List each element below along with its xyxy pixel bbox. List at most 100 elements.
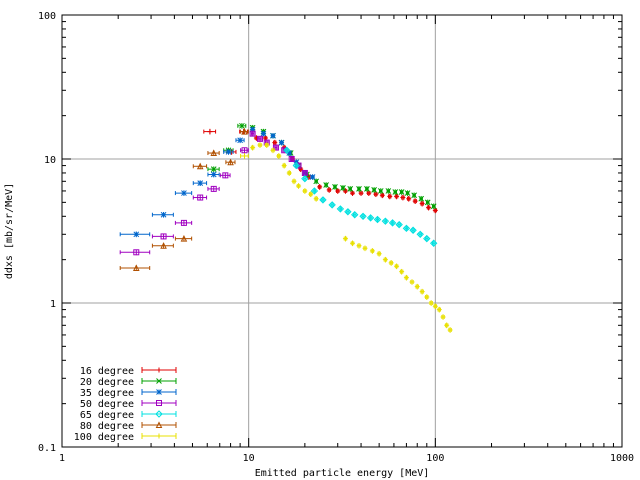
data-marker	[356, 186, 362, 192]
data-marker	[256, 135, 263, 142]
data-marker	[432, 207, 438, 213]
data-marker	[326, 187, 332, 193]
data-marker	[332, 184, 338, 190]
data-marker	[406, 196, 412, 202]
x-axis-label: Emitted particle energy [MeV]	[255, 468, 430, 479]
data-marker	[432, 303, 438, 309]
y-tick-label: 0.1	[38, 443, 56, 454]
data-marker	[385, 188, 392, 194]
data-marker	[424, 199, 431, 206]
data-marker	[444, 322, 450, 328]
series	[283, 146, 438, 247]
data-marker	[156, 389, 162, 395]
data-marker	[156, 433, 162, 439]
data-marker	[414, 284, 420, 290]
data-marker	[249, 126, 256, 133]
data-marker	[270, 147, 276, 153]
data-marker	[409, 226, 417, 234]
data-marker	[132, 264, 140, 272]
data-marker	[210, 149, 218, 157]
data-marker	[260, 130, 267, 137]
series	[119, 127, 249, 272]
data-marker	[264, 142, 270, 148]
data-marker	[335, 188, 341, 194]
data-marker	[160, 242, 167, 249]
data-marker	[133, 249, 140, 256]
data-marker	[336, 205, 345, 213]
data-marker	[340, 185, 346, 191]
data-marker	[133, 231, 140, 238]
legend-label: 20 degree	[80, 377, 134, 388]
data-marker	[281, 163, 287, 169]
data-marker	[323, 182, 329, 188]
data-marker	[292, 161, 301, 170]
data-marker	[419, 201, 425, 207]
data-marker	[423, 234, 431, 243]
data-marker	[309, 174, 316, 180]
data-marker	[241, 147, 248, 154]
data-marker	[373, 191, 379, 197]
data-marker	[426, 205, 432, 211]
data-marker	[416, 230, 424, 239]
x-tick-label: 10	[243, 453, 255, 464]
data-marker	[394, 193, 400, 199]
data-marker	[225, 149, 232, 155]
data-marker	[347, 186, 354, 192]
data-marker	[403, 275, 409, 281]
data-marker	[351, 211, 359, 219]
data-marker	[428, 300, 434, 306]
data-marker	[222, 172, 229, 179]
y-axis-label: ddxs [mb/sr/MeV]	[4, 183, 15, 279]
data-marker	[412, 198, 418, 204]
data-marker	[257, 142, 263, 148]
data-marker	[392, 189, 399, 195]
data-marker	[291, 178, 297, 184]
data-marker	[447, 327, 453, 333]
data-marker	[379, 192, 385, 198]
legend-label: 16 degree	[80, 366, 134, 377]
data-marker	[210, 171, 217, 178]
series	[240, 142, 453, 333]
data-marker	[250, 145, 256, 151]
data-marker	[356, 243, 362, 249]
data-marker	[181, 190, 187, 196]
legend-label: 65 degree	[80, 410, 134, 421]
data-marker	[160, 211, 167, 218]
data-marker	[388, 260, 394, 266]
y-tick-label: 1	[50, 299, 56, 310]
data-marker	[210, 185, 217, 192]
x-tick-label: 100	[426, 453, 444, 464]
legend-label: 35 degree	[80, 388, 134, 399]
data-marker	[242, 153, 248, 159]
data-marker	[180, 219, 187, 226]
legend-label: 100 degree	[74, 432, 134, 443]
data-marker	[430, 203, 437, 210]
data-marker	[288, 156, 295, 162]
data-marker	[237, 137, 243, 144]
data-marker	[342, 236, 348, 242]
data-marker	[286, 170, 292, 176]
data-marker	[239, 122, 245, 129]
data-marker	[395, 220, 403, 229]
data-marker	[376, 251, 382, 257]
data-marker	[313, 178, 320, 185]
data-marker	[440, 314, 446, 320]
data-marker	[313, 196, 319, 202]
data-marker	[270, 132, 276, 139]
data-marker	[381, 217, 390, 225]
data-marker	[402, 224, 411, 233]
data-marker	[160, 233, 167, 240]
data-marker	[328, 201, 336, 209]
data-marker	[411, 192, 417, 199]
data-marker	[155, 410, 163, 418]
data-marker	[156, 367, 162, 373]
x-tick-label: 1000	[610, 453, 634, 464]
data-marker	[419, 289, 425, 295]
data-marker	[436, 307, 442, 313]
data-marker	[317, 184, 323, 190]
data-marker	[241, 127, 248, 135]
series	[119, 126, 316, 238]
data-marker	[302, 188, 308, 194]
data-marker	[249, 130, 256, 137]
